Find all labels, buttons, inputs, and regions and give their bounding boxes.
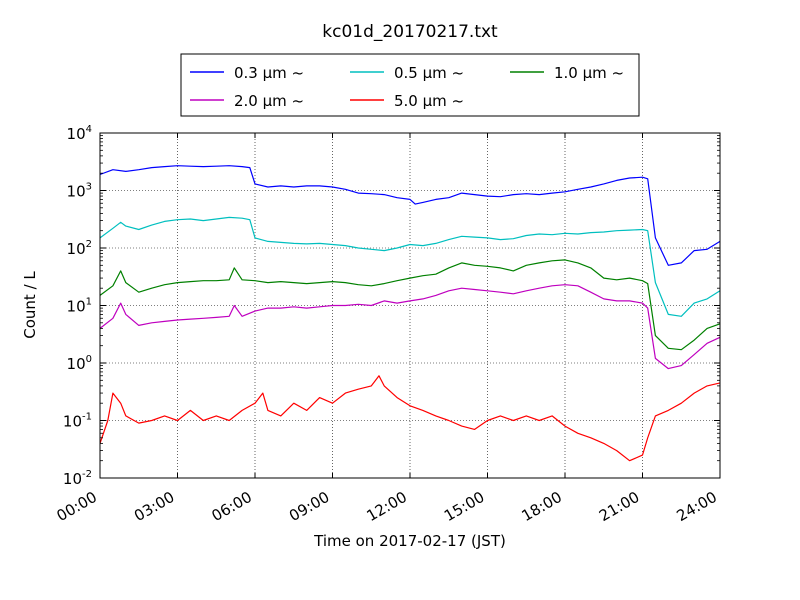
y-tick-label: 10-2: [63, 469, 92, 488]
legend-label-4: 5.0 μm ~: [394, 92, 464, 110]
chart-title: kc01d_20170217.txt: [322, 22, 498, 42]
series-line-3: [99, 284, 721, 370]
y-tick-label: 103: [67, 182, 92, 201]
ticks: 00:00 03:00 06:00 09:00 12:00 15:00 18:00 21:00…: [54, 124, 721, 525]
x-tick-label: 09:00: [286, 488, 332, 525]
series-line-0: [99, 165, 721, 266]
legend-label-0: 0.3 μm ~: [234, 64, 304, 82]
series-line-1: [99, 216, 721, 317]
legend-label-1: 0.5 μm ~: [394, 64, 464, 82]
grid: [100, 133, 720, 478]
legend-box: [180, 53, 640, 117]
x-tick-label: 12:00: [364, 488, 410, 525]
series-group: [99, 165, 721, 462]
series-line-4: [99, 375, 721, 462]
legend: 0.3 μm ~ 0.5 μm ~ 1.0 μm ~ 2.0 μm ~ 5.0 μm ~: [180, 53, 640, 117]
x-tick-label: 00:00: [54, 488, 100, 525]
y-tick-label: 100: [67, 354, 92, 373]
y-tick-label: 102: [67, 239, 92, 258]
x-tick-label: 03:00: [131, 488, 177, 525]
y-tick-label: 10-1: [63, 412, 92, 431]
series-line-2: [99, 259, 721, 351]
x-tick-label: 24:00: [674, 488, 720, 525]
x-tick-label: 06:00: [209, 488, 255, 525]
x-tick-label: 18:00: [519, 488, 565, 525]
legend-label-3: 2.0 μm ~: [234, 92, 304, 110]
y-tick-label: 101: [67, 297, 92, 316]
legend-label-2: 1.0 μm ~: [554, 64, 624, 82]
y-tick-label: 104: [67, 124, 92, 143]
y-axis-label: Count / L: [21, 271, 39, 339]
x-axis-label: Time on 2017-02-17 (JST): [313, 532, 506, 550]
x-tick-label: 15:00: [441, 488, 487, 525]
x-tick-label: 21:00: [596, 488, 642, 525]
